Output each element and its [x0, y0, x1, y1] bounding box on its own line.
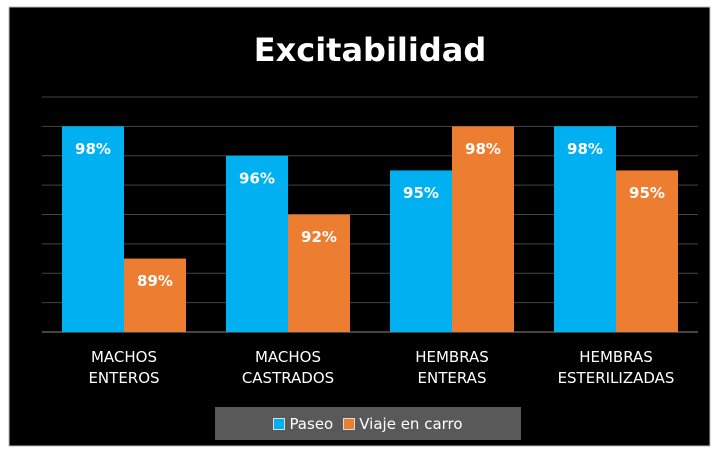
x-tick-label: MACHOS ENTEROS	[88, 348, 160, 387]
bar	[124, 258, 186, 332]
bar	[288, 214, 350, 332]
chart-title: Excitabilidad	[254, 31, 487, 69]
bar	[554, 126, 616, 332]
data-label: 98%	[75, 140, 111, 158]
data-label: 98%	[465, 140, 501, 158]
legend-label: Viaje en carro	[359, 414, 463, 433]
legend-swatch	[343, 417, 356, 430]
data-label: 92%	[301, 228, 337, 246]
legend-label: Paseo	[289, 414, 334, 433]
legend-swatch	[273, 417, 286, 430]
legend-item: Paseo	[273, 415, 333, 433]
data-label: 98%	[567, 140, 603, 158]
legend: Paseo Viaje en carro	[215, 407, 521, 440]
x-tick-label: HEMBRAS ENTERAS	[415, 348, 489, 387]
bar	[62, 126, 124, 332]
x-tick-label: HEMBRAS ESTERILIZADAS	[557, 348, 675, 387]
data-label: 89%	[137, 272, 173, 290]
bar	[452, 126, 514, 332]
data-label: 95%	[403, 184, 439, 202]
data-label: 95%	[629, 184, 665, 202]
bar	[226, 155, 288, 332]
bar	[390, 170, 452, 332]
x-tick-label: MACHOS CASTRADOS	[241, 348, 335, 387]
data-label: 96%	[239, 169, 275, 187]
legend-item: Viaje en carro	[343, 414, 463, 433]
bar	[616, 170, 678, 332]
